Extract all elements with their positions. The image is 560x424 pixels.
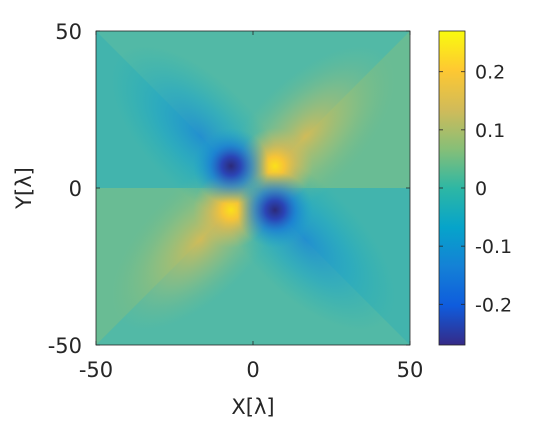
colorbar-ticks: 0.2 0.1 0 -0.1 -0.2 xyxy=(439,62,512,316)
x-tick-label: 50 xyxy=(397,358,424,382)
x-axis-ticks: -50 0 50 xyxy=(79,31,424,382)
y-tick-label: 50 xyxy=(55,20,82,44)
negative-peak xyxy=(236,171,313,248)
y-axis-label: Y[λ] xyxy=(12,167,36,210)
peaks-group xyxy=(193,128,313,248)
y-tick-label: 0 xyxy=(69,177,82,201)
y-tick-label: -50 xyxy=(48,334,82,358)
colorbar-tick-label: 0 xyxy=(475,178,487,200)
x-axis-label: X[λ] xyxy=(231,395,274,419)
plot-area: -50 0 50 50 0 -50 X[λ] Y[λ] xyxy=(12,20,424,419)
y-axis-ticks: 50 0 -50 xyxy=(48,20,410,358)
colorbar: 0.2 0.1 0 -0.1 -0.2 xyxy=(438,30,512,346)
field-layer xyxy=(96,31,410,345)
colorbar-tick-label: -0.2 xyxy=(475,294,512,316)
colorbar-tick-label: -0.1 xyxy=(475,236,512,258)
colorbar-fill xyxy=(439,31,465,345)
x-tick-label: 0 xyxy=(246,358,259,382)
colorbar-tick-label: 0.2 xyxy=(475,62,505,84)
x-tick-label: -50 xyxy=(79,358,113,382)
colorbar-tick-label: 0.1 xyxy=(475,120,505,142)
